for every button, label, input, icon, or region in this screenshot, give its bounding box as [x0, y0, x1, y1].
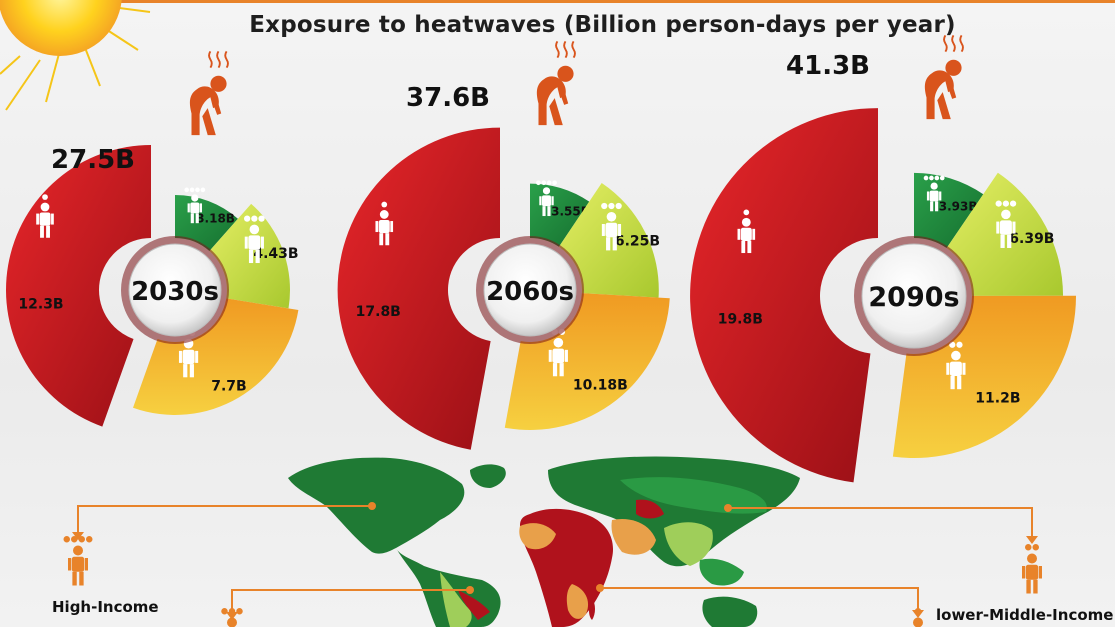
top-accent-bar [0, 0, 1115, 3]
money-bag-person-icon-lower-middle-income-2090s [946, 341, 966, 390]
money-bag-person-icon-high-income-legend [63, 536, 93, 586]
slice-low-income-2090s [690, 108, 878, 483]
money-bag-person-icon-lower-middle-income-legend [1022, 544, 1042, 594]
legend-high-income-label: High-Income [52, 598, 159, 616]
money-bag-person-icon-upper-middle-income-legend [221, 608, 243, 627]
money-bag-person-icon-low-income-2060s [375, 201, 394, 246]
period-label-2060s: 2060s [486, 277, 574, 307]
total-label-2060s: 37.6B [406, 83, 490, 113]
money-bag-person-icon-upper-middle-income-2090s [995, 200, 1017, 248]
money-bag-person-icon-upper-middle-income-2030s [244, 215, 265, 264]
slice-low-income-2060s [337, 127, 500, 450]
money-bag-person-icon-upper-middle-income-2060s [601, 202, 622, 251]
hub-2030s [128, 243, 222, 337]
money-bag-person-icon-high-income-2090s [923, 175, 945, 212]
pie-chart-2030s: 3.18B 4.43B 7.7B 12.3B 2030s 27.5B [6, 50, 299, 427]
value-label-lower-middle-income-2090s: 11.2B [975, 390, 1020, 406]
value-label-lower-middle-income-2030s: 7.7B [211, 378, 246, 394]
legend-icons [63, 536, 1042, 627]
pie-chart-2090s: 3.93B 6.39B 11.2B 19.8B 2090s 41.3B [690, 34, 1076, 483]
money-bag-person-icon-low-income-2090s [737, 209, 756, 254]
value-label-upper-middle-income-2060s: 6.25B [615, 234, 660, 250]
slice-lower-middle-income-2090s [892, 295, 1076, 458]
pie-charts-group: 3.18B 4.43B 7.7B 12.3B 2030s 27.5B 3.55B 6.25B 1… [6, 34, 1076, 483]
value-label-low-income-2090s: 19.8B [718, 312, 763, 328]
value-label-lower-middle-income-2060s: 10.18B [573, 377, 628, 393]
pie-chart-2060s: 3.55B 6.25B 10.18B 17.8B 2060s 37.6B [337, 40, 670, 450]
money-bag-person-icon-low-income-2030s [36, 194, 54, 238]
value-label-high-income-2090s: 3.93B [939, 200, 978, 214]
value-label-low-income-2030s: 12.3B [18, 296, 63, 312]
money-bag-person-icon-high-income-2030s [184, 187, 206, 224]
value-label-low-income-2060s: 17.8B [356, 304, 401, 320]
total-label-2090s: 41.3B [786, 51, 870, 81]
value-label-high-income-2030s: 3.18B [196, 212, 235, 226]
slice-lower-middle-income-2030s [133, 298, 299, 416]
hub-2090s [861, 243, 967, 349]
value-label-upper-middle-income-2090s: 6.39B [1009, 231, 1054, 247]
value-label-high-income-2060s: 3.55B [551, 204, 590, 218]
period-label-2090s: 2090s [868, 282, 959, 313]
overheated-person-icon-2060s [536, 40, 576, 126]
total-label-2030s: 27.5B [51, 145, 135, 175]
overheated-person-icon-2030s [189, 50, 229, 136]
money-bag-person-icon-low-income-legend [913, 608, 923, 627]
value-label-upper-middle-income-2030s: 4.43B [253, 246, 298, 262]
hub-2060s [483, 243, 577, 337]
map-connector-lines [77, 505, 1033, 614]
slice-lower-middle-income-2060s [504, 293, 670, 430]
period-label-2030s: 2030s [131, 277, 219, 307]
money-bag-person-icon-high-income-2060s [536, 180, 557, 217]
legend-lower-middle-income-label: lower-Middle-Income [936, 606, 1113, 624]
chart-title: Exposure to heatwaves (Billion person-da… [249, 12, 956, 38]
overheated-person-icon-2090s [924, 34, 964, 120]
sun-icon [0, 0, 151, 111]
world-map-icon [288, 456, 800, 627]
